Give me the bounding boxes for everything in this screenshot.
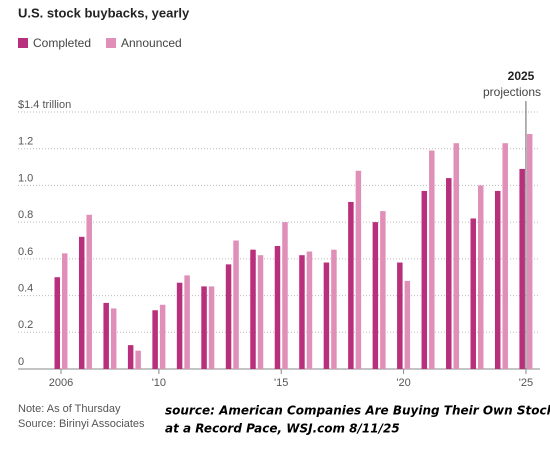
y-tick-label: 0.4 (18, 282, 33, 294)
note: Source: Birinyi Associates (18, 418, 145, 430)
y-tick-label: 1.2 (18, 136, 33, 148)
bar (372, 222, 379, 369)
bar (78, 236, 85, 369)
y-tick-label: 0.2 (18, 319, 33, 331)
bar (152, 310, 158, 369)
annotation-text: projections (483, 85, 541, 99)
y-tick-label: 1.0 (18, 172, 33, 184)
y-tick-label: 0 (18, 356, 24, 368)
bar (208, 286, 215, 369)
bar (274, 246, 281, 369)
note: Note: As of Thursday (18, 403, 121, 415)
source: source: American Companies Are Buying Th… (165, 404, 550, 418)
x-tick-label: '10 (152, 377, 166, 389)
bar (176, 282, 183, 369)
bar (110, 308, 117, 369)
x-tick-label: '15 (274, 377, 288, 389)
bar (282, 222, 288, 369)
bar (470, 218, 476, 369)
bar (299, 255, 305, 369)
bar (348, 201, 354, 369)
bar (306, 251, 313, 369)
legend-swatch (106, 38, 116, 48)
x-tick-label: 2006 (49, 377, 73, 389)
source: at a Record Pace, WSJ.com 8/11/25 (165, 422, 400, 436)
bar (526, 134, 533, 369)
bar (380, 211, 386, 369)
bar (257, 255, 264, 369)
chart-title: U.S. stock buybacks, yearly (18, 5, 190, 20)
y-tick-label: 0.6 (18, 246, 33, 258)
bar (127, 345, 134, 369)
bar (477, 185, 484, 369)
bar (323, 262, 330, 369)
bar (404, 280, 411, 369)
bar (62, 253, 68, 369)
bar (103, 302, 109, 369)
bar (54, 277, 60, 369)
bar (201, 286, 207, 369)
bar (184, 275, 190, 369)
bar (225, 264, 232, 369)
x-tick-label: '20 (396, 377, 410, 389)
legend-label: Completed (33, 36, 91, 50)
bar (86, 214, 92, 369)
x-tick-label: '25 (519, 377, 533, 389)
bar (250, 249, 256, 369)
bar (135, 350, 141, 369)
y-tick-label: 0.8 (18, 209, 33, 221)
bar (233, 240, 239, 369)
bar (453, 143, 460, 369)
bar (502, 143, 508, 369)
y-tick-label: $1.4 trillion (18, 99, 71, 111)
bar (429, 150, 435, 369)
bar (331, 249, 337, 369)
bar (494, 190, 501, 369)
bar (355, 170, 362, 369)
bar (159, 304, 166, 369)
annotation-year: 2025 (508, 69, 535, 83)
bar (397, 262, 403, 369)
bar (519, 168, 525, 369)
bar (421, 190, 428, 369)
legend-label: Announced (121, 36, 182, 50)
legend-swatch (18, 38, 28, 48)
bar (446, 178, 452, 369)
